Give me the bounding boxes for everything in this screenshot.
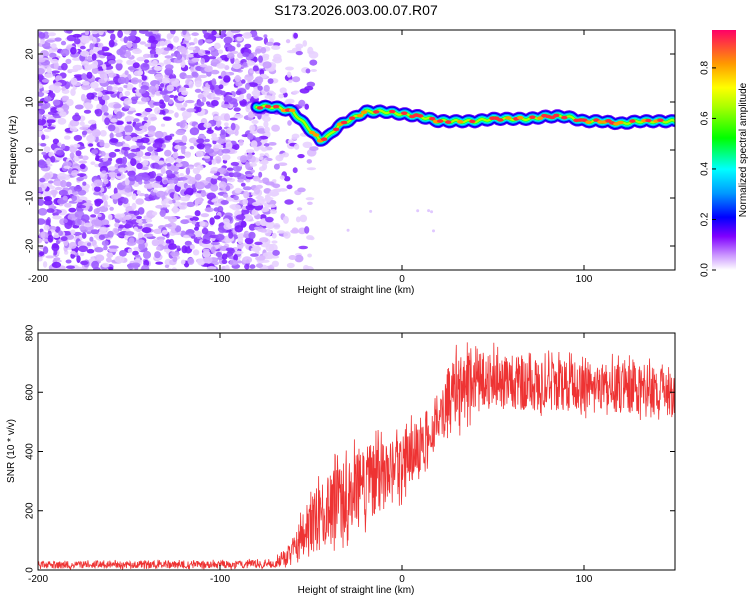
spectrogram-x-tick-label: -200 [28, 274, 48, 285]
spectrogram-y-tick-label: 20 [25, 48, 36, 60]
snr-y-tick-label: 400 [25, 443, 36, 460]
colorbar-label: Normalized spectral amplitude [738, 82, 749, 217]
spectrogram-x-tick-label: 0 [399, 274, 405, 285]
snr-x-tick-label: 100 [576, 574, 593, 585]
snr-y-tick-label: 0 [25, 567, 36, 573]
snr-y-tick-label: 200 [25, 502, 36, 519]
snr-x-ticks: -200 -100 0 100 [28, 333, 593, 585]
spectrogram-x-tick-label: 100 [576, 274, 593, 285]
colorbar-tick-label: 0.4 [700, 162, 711, 176]
snr-x-axis-label: Height of straight line (km) [298, 585, 415, 596]
spectrogram-noise-blobs [38, 30, 436, 270]
figure-title: S173.2026.003.00.07.R07 [274, 2, 438, 18]
colorbar-tick-label: 0.0 [700, 263, 711, 277]
spectrogram-x-ticks: -200 -100 0 100 [28, 30, 593, 285]
snr-y-tick-label: 800 [25, 324, 36, 341]
spectrogram-y-tick-label: 0 [25, 147, 36, 153]
snr-y-ticks: 0 200 400 600 800 [25, 324, 675, 573]
colorbar-tick-label: 0.6 [700, 111, 711, 125]
colorbar-tick-label: 0.2 [700, 212, 711, 226]
colorbar: 0.0 0.2 0.4 0.6 0.8 Normalized spectral ampl… [700, 30, 749, 277]
colorbar-ticks: 0.0 0.2 0.4 0.6 0.8 [700, 61, 716, 277]
snr-y-axis-label: SNR (10 * v/v) [6, 419, 17, 483]
spectrogram-x-tick-label: -100 [210, 274, 230, 285]
spectrogram-ridge [250, 99, 675, 147]
colorbar-gradient [712, 30, 736, 270]
snr-x-tick-label: -100 [210, 574, 230, 585]
snr-x-tick-label: 0 [399, 574, 405, 585]
spectrogram-x-axis-label: Height of straight line (km) [298, 285, 415, 296]
snr-panel: -200 -100 0 100 0 200 400 600 800 Height of str… [6, 324, 676, 596]
spectrogram-y-tick-label: -10 [25, 190, 36, 205]
spectrogram-y-tick-label: -20 [25, 238, 36, 253]
snr-content [38, 342, 675, 570]
spectrogram-y-axis-label: Frequency (Hz) [8, 116, 19, 185]
snr-series-line [38, 342, 675, 570]
snr-y-tick-label: 600 [25, 383, 36, 400]
spectrogram-y-tick-label: 10 [25, 96, 36, 108]
colorbar-tick-label: 0.8 [700, 61, 711, 75]
snr-x-tick-label: -200 [28, 574, 48, 585]
spectrogram-content [38, 30, 675, 270]
spectrogram-y-ticks: -20 -10 0 10 20 [25, 48, 675, 253]
